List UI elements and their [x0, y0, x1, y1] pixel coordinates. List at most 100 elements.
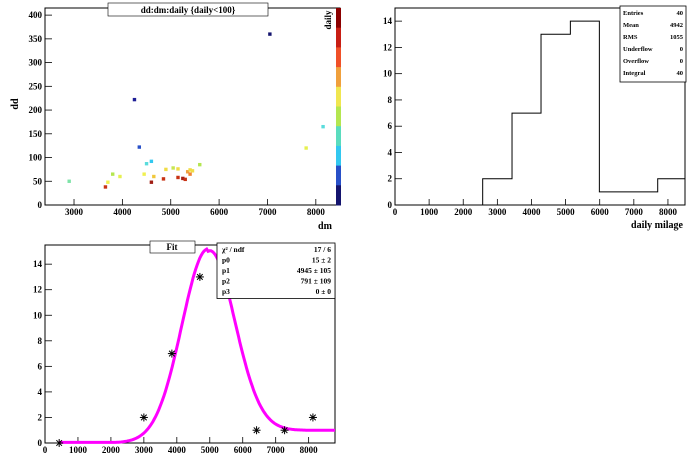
fit-panel: 0 1000 2000 3000 4000 5000 6000 7000 8000 0 2 4 6 8 10…: [33, 240, 336, 455]
colorbar-label: daily: [323, 10, 333, 30]
scatter-point: [190, 169, 195, 173]
histogram-y-tick-label: 8: [388, 95, 393, 105]
scatter-point: [198, 162, 202, 167]
scatter-point: [149, 159, 154, 164]
histogram-y-tick-label: 0: [388, 200, 393, 210]
scatter-point: [111, 172, 115, 176]
scatter-point: [67, 179, 71, 183]
histogram-y-tick-label: 12: [383, 42, 393, 52]
fit-data-marker-stroke: [309, 414, 317, 421]
histogram-x-tick-label: 2000: [454, 207, 473, 217]
fit-x-tick-label: 0: [43, 445, 48, 455]
fit-data-marker: [195, 272, 204, 281]
histogram-stat-label: Overflow: [623, 58, 649, 65]
colorbar-segment: [336, 8, 341, 29]
fit-data-marker-stroke: [281, 427, 288, 434]
fit-stat-value: 17 / 6: [314, 245, 331, 254]
fit-y-tick-label: 4: [38, 387, 43, 397]
scatter-y-tick-label: 150: [29, 129, 43, 139]
scatter-y-tick-label: 300: [29, 58, 43, 68]
histogram-x-tick-label: 5000: [557, 207, 576, 217]
scatter-y-tick-label: 100: [29, 153, 43, 163]
fit-y-tick-label: 8: [38, 336, 43, 346]
histogram-stat-label: RMS: [623, 34, 638, 41]
histogram-x-tick-label: 4000: [522, 207, 541, 217]
fit-stat-label: p2: [222, 277, 230, 286]
fit-data-marker-stroke: [56, 439, 63, 447]
fit-x-tick-label: 4000: [168, 445, 187, 455]
fit-stats-frame: [216, 242, 336, 299]
scatter-point: [171, 166, 175, 170]
fit-x-tick-label: 8000: [300, 445, 319, 455]
fit-stat-value: 15 ± 2: [312, 256, 331, 265]
histogram-stat-value: 0: [680, 58, 683, 65]
fit-title-box: [149, 240, 196, 254]
fit-stat-value: 4945 ± 105: [297, 266, 331, 275]
scatter-x-label: dm: [318, 221, 333, 232]
histogram-stat-label: Underflow: [623, 46, 653, 53]
histogram-x-tick-label: 3000: [488, 207, 507, 217]
scatter-point: [164, 167, 168, 172]
fit-data-marker-stroke: [196, 273, 204, 281]
scatter-point: [132, 97, 137, 102]
scatter-title: dd:dm:daily {daily<100}: [141, 5, 236, 15]
fit-stat-label: p0: [222, 256, 230, 265]
colorbar-segment: [336, 67, 341, 88]
histogram-stat-value: 1055: [670, 34, 684, 41]
scatter-point: [268, 32, 272, 36]
scatter-point: [161, 177, 166, 181]
fit-y-tick-label: 12: [33, 285, 43, 295]
fit-y-tick-label: 0: [38, 438, 43, 448]
histogram-y-tick-label: 4: [388, 147, 393, 157]
scatter-point: [144, 162, 149, 166]
scatter-point: [152, 174, 156, 179]
histogram-panel: 0 1000 2000 3000 4000 5000 6000 7000 80000246810…: [383, 5, 687, 231]
scatter-point: [181, 176, 185, 181]
scatter-y-tick-label: 400: [29, 10, 43, 20]
scatter-point: [106, 180, 110, 184]
fit-data-marker: [252, 426, 261, 435]
histogram-y-tick-label: 2: [388, 174, 393, 184]
fit-data-marker-stroke: [140, 414, 148, 421]
scatter-x-tick-label: 7000: [258, 207, 277, 217]
fit-data-marker-stroke: [253, 427, 260, 434]
scatter-x-tick-label: 8000: [307, 207, 326, 217]
scatter-x-tick-label: 5000: [162, 207, 181, 217]
scatter-point: [188, 172, 192, 176]
fit-data-marker: [280, 426, 289, 435]
fit-y-tick-label: 10: [33, 310, 43, 320]
histogram-x-tick-label: 0: [393, 207, 398, 217]
fit-x-tick-label: 6000: [234, 445, 253, 455]
scatter-y-tick-label: 50: [33, 176, 43, 186]
histogram-stat-value: 0: [680, 46, 683, 53]
fit-x-tick-label: 5000: [201, 445, 220, 455]
scatter-x-tick-label: 4000: [113, 207, 132, 217]
colorbar-segment: [336, 27, 341, 48]
histogram-x-tick-label: 7000: [625, 207, 644, 217]
histogram-x-tick-label: 6000: [591, 207, 610, 217]
histogram-y-tick-label: 6: [388, 121, 393, 131]
fit-stat-value: 791 ± 109: [301, 277, 332, 286]
histogram-x-tick-label: 8000: [659, 207, 678, 217]
fit-data-marker: [139, 413, 148, 422]
scatter-point: [183, 177, 187, 182]
fit-x-tick-label: 3000: [135, 445, 154, 455]
scatter-x-tick-label: 6000: [210, 207, 229, 217]
histogram-stats-box: Entries 40 Mean 4942 RMS 1055 Underflow 0 Overfl…: [619, 5, 687, 83]
scatter-point: [304, 146, 308, 150]
fit-stat-label: p1: [222, 266, 230, 275]
fit-curve: [59, 247, 335, 444]
fit-x-tick-label: 7000: [267, 445, 286, 455]
scatter-point: [176, 175, 180, 180]
colorbar-segment: [336, 86, 341, 107]
scatter-y-tick-label: 0: [38, 200, 43, 210]
scatter-point: [118, 174, 122, 179]
scatter-panel: 3000 4000 5000 6000 7000 8000 0 50 100 150 200 250 3…: [10, 2, 341, 232]
histogram-stats-frame: [619, 5, 687, 83]
histogram-stat-label: Mean: [623, 22, 639, 29]
histogram-y-tick-label: 14: [383, 16, 393, 26]
scatter-y-tick-label: 250: [29, 81, 43, 91]
fit-x-tick-label: 1000: [69, 445, 88, 455]
fit-y-tick-label: 2: [38, 412, 43, 422]
